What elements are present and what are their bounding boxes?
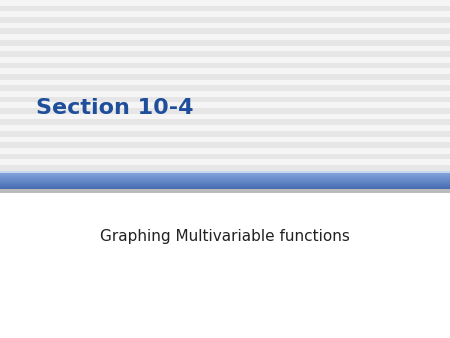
Bar <box>0 102 450 108</box>
Bar <box>0 148 450 153</box>
Bar <box>0 17 450 23</box>
Bar <box>0 6 450 11</box>
Bar <box>0 159 450 165</box>
Bar <box>0 34 450 40</box>
Bar <box>0 11 450 17</box>
Bar <box>0 0 450 6</box>
Text: Graphing Multivariable functions: Graphing Multivariable functions <box>100 229 350 244</box>
Bar <box>0 57 450 63</box>
Bar <box>0 63 450 68</box>
Bar <box>0 114 450 120</box>
Bar <box>0 153 450 159</box>
Bar <box>0 23 450 28</box>
Bar <box>0 189 450 193</box>
Bar <box>0 91 450 97</box>
Bar <box>0 51 450 57</box>
Bar <box>0 125 450 131</box>
Bar <box>0 171 450 173</box>
Bar <box>0 137 450 142</box>
Bar <box>0 46 450 51</box>
Bar <box>0 86 450 91</box>
Bar <box>0 165 450 171</box>
Bar <box>0 74 450 80</box>
Bar <box>0 80 450 85</box>
Text: Section 10-4: Section 10-4 <box>36 98 194 118</box>
Bar <box>0 40 450 46</box>
Bar <box>0 108 450 114</box>
Bar <box>0 68 450 74</box>
Bar <box>0 131 450 137</box>
Bar <box>0 142 450 148</box>
Bar <box>0 189 450 338</box>
Bar <box>0 120 450 125</box>
Bar <box>0 97 450 102</box>
Bar <box>0 28 450 34</box>
